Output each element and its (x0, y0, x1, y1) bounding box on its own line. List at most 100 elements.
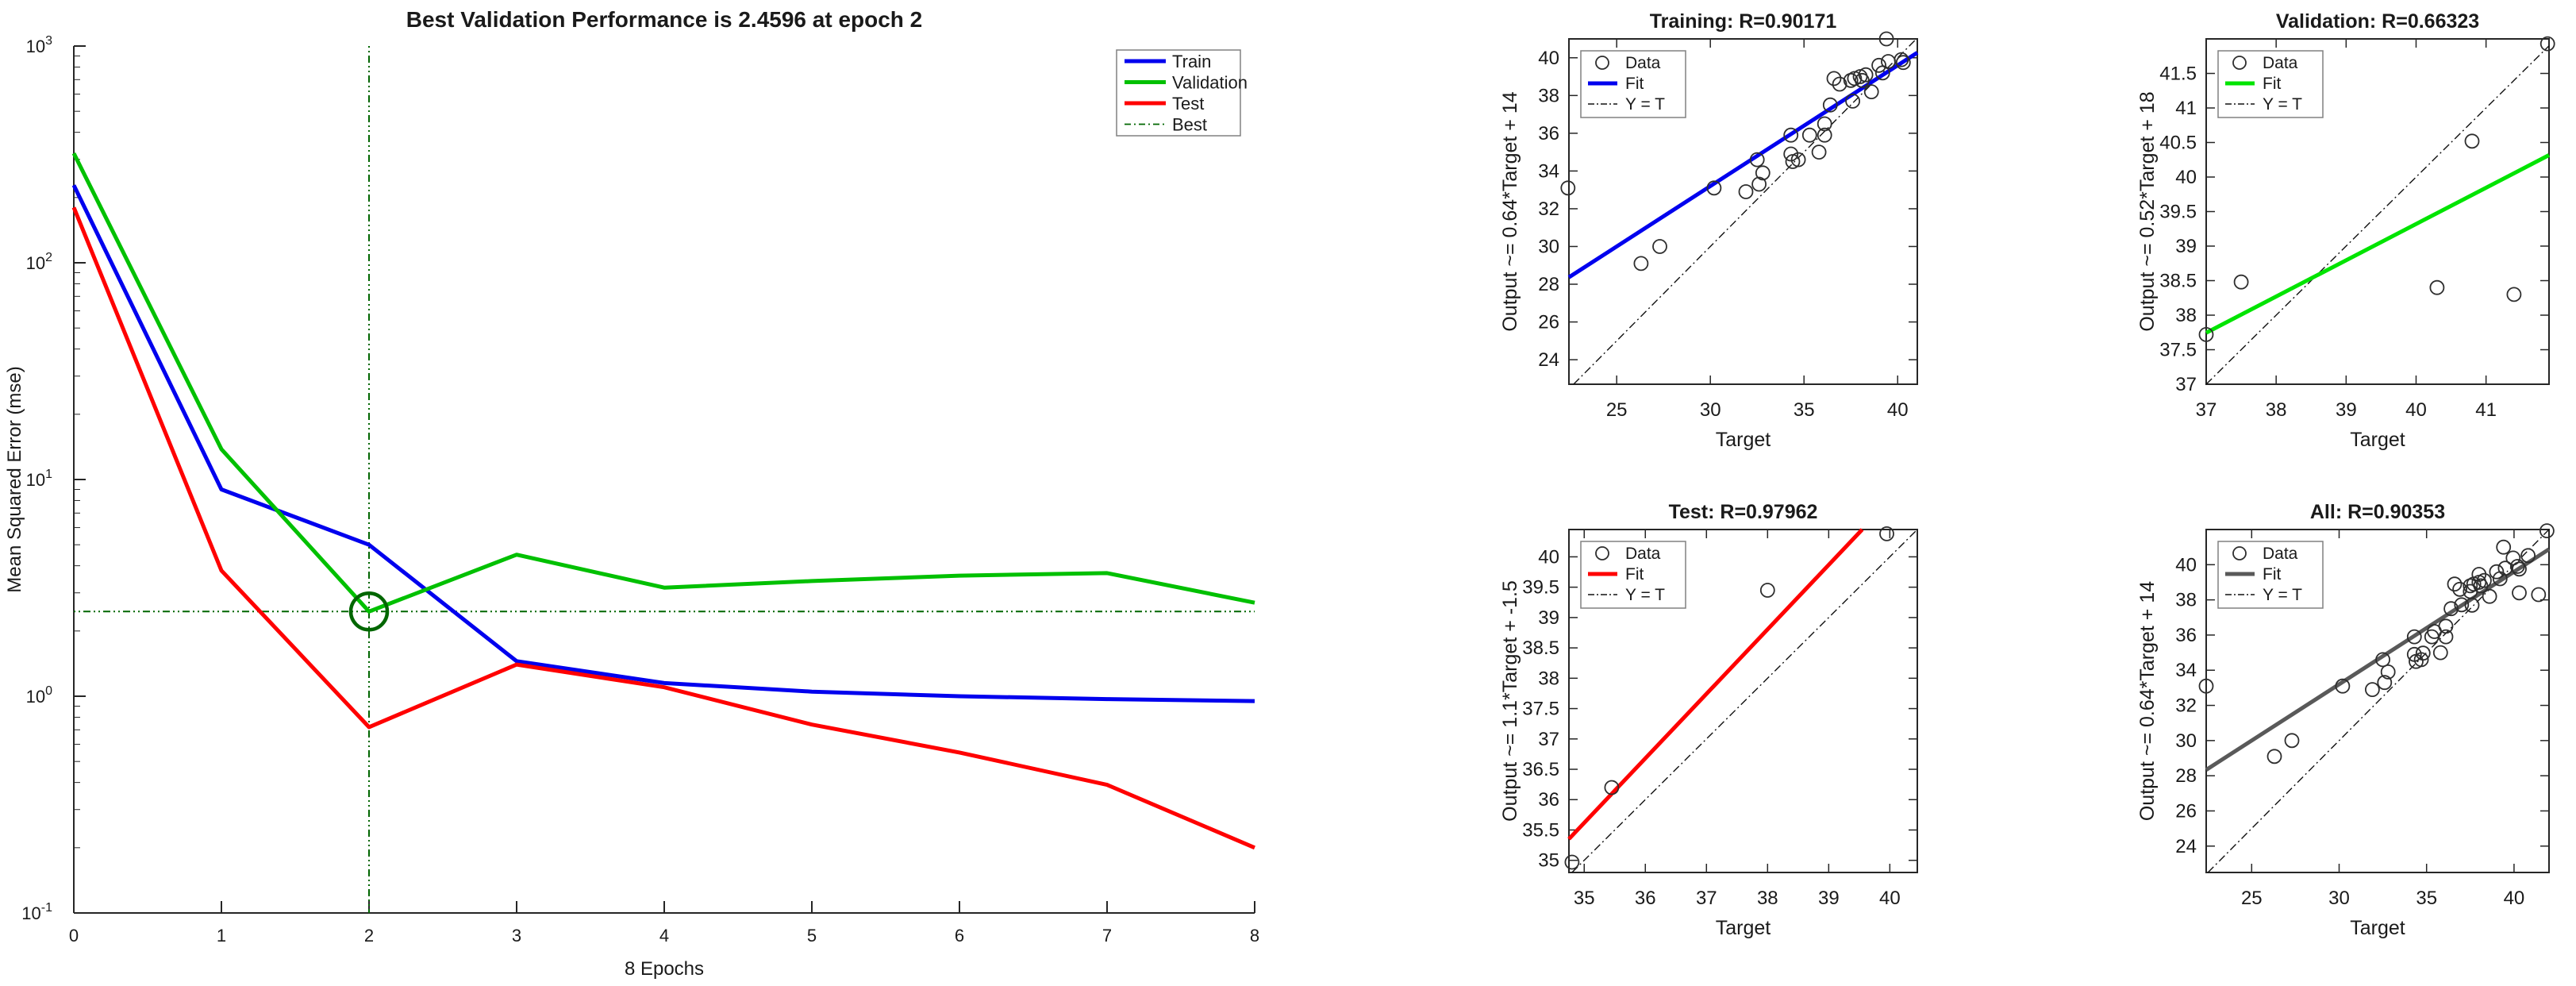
data-points (2198, 523, 2555, 765)
x-tick-label: 39 (2336, 399, 2357, 421)
fit-line (2205, 153, 2551, 335)
legend: Data Fit Y = T (2217, 541, 2324, 609)
legend-label: Best (1172, 115, 1207, 135)
x-tick-label: 4 (659, 926, 669, 946)
data-point (1783, 146, 1799, 162)
legend-box (1116, 49, 1241, 137)
data-point (2406, 629, 2422, 645)
y-tick-label: 103 (26, 34, 52, 56)
data-point (1738, 184, 1754, 199)
regression-figure: 25 30 35 40 24 26 28 30 32 34 36 38 40 Data Fit Y = T Tr… (1301, 0, 2576, 986)
identity-line (1571, 529, 1918, 873)
x-axis-label: Target (1716, 429, 1771, 451)
y-tick-label: 39.5 (2159, 202, 2197, 223)
legend-label: Y = T (1625, 95, 1665, 114)
data-point (1845, 94, 1860, 109)
legend-data-marker (2232, 546, 2247, 560)
data-point (2432, 645, 2448, 661)
legend-label: Data (2263, 545, 2298, 563)
data-point (1878, 31, 1894, 47)
y-tick-label: 10-1 (21, 901, 52, 923)
legend-label: Data (2263, 54, 2298, 72)
performance-chart: 103 102 101 100 10-1 0 1 2 3 4 5 6 7 8 Train Validation… (4, 7, 1259, 980)
legend-label: Y = T (1625, 586, 1665, 604)
axes: 103 102 101 100 10-1 0 1 2 3 4 5 6 7 8 (21, 34, 1259, 946)
data-point (2266, 749, 2282, 765)
data-point (1755, 165, 1771, 181)
data-point (2415, 645, 2431, 661)
y-tick-label: 37 (2175, 374, 2197, 395)
data-point (2375, 652, 2390, 668)
data-point (1560, 180, 1576, 196)
train-line (71, 184, 1255, 703)
y-tick-label: 26 (2175, 800, 2197, 822)
legend-label: Fit (1625, 75, 1644, 93)
y-tick-label: 28 (1538, 274, 1559, 295)
x-tick-label: 25 (1606, 399, 1628, 421)
data-point (1759, 583, 1775, 598)
x-axis-label: 8 Epochs (625, 958, 704, 980)
data-point (2335, 678, 2351, 694)
fit-line (1567, 51, 1919, 279)
identity-line (1573, 38, 1917, 385)
y-tick-label: 41.5 (2159, 64, 2197, 85)
data-point (1749, 152, 1765, 168)
data-point (2512, 585, 2527, 601)
plot-box (2205, 529, 2550, 873)
test-subplot: 35 36 37 38 39 40 35 35.5 36 36.5 37 37.5 38 38.5 39 39… (1499, 501, 1918, 939)
y-axis-label: Output ~= 1.1*Target + -1.5 (1499, 580, 1521, 822)
data-point (2520, 548, 2536, 564)
y-tick-label: 24 (2175, 836, 2197, 857)
legend-box (2217, 50, 2324, 118)
y-tick-label: 102 (26, 251, 52, 273)
data-points (1564, 526, 1894, 870)
data-point (1822, 97, 1838, 113)
y-tick-label: 40 (1538, 546, 1559, 568)
x-tick-label: 35 (1574, 888, 1595, 909)
data-point (2447, 576, 2463, 592)
legend-label: Test (1172, 94, 1204, 114)
data-points (2198, 36, 2555, 342)
data-point (2489, 564, 2505, 580)
x-axis-label: Target (1716, 917, 1771, 939)
data-point (1564, 854, 1580, 870)
y-tick-label: 37.5 (1522, 699, 1559, 720)
y-tick-label: 37.5 (2159, 340, 2197, 361)
legend-label: Train (1172, 52, 1211, 71)
all-subplot: 25 30 35 40 24 26 28 30 32 34 36 38 40 Data Fit Y = T Al… (2136, 501, 2555, 939)
x-tick-label: 2 (364, 926, 374, 946)
y-tick-label: 100 (26, 684, 52, 707)
data-point (2284, 733, 2300, 749)
y-tick-label: 35 (1538, 850, 1559, 872)
legend: Data Fit Y = T (1580, 541, 1686, 609)
y-tick-label: 39.5 (1522, 577, 1559, 599)
x-tick-label: 36 (1635, 888, 1656, 909)
best-point-marker (348, 591, 390, 632)
x-tick-label: 40 (2405, 399, 2427, 421)
y-tick-label: 38 (2175, 305, 2197, 326)
data-point (1871, 57, 1886, 73)
legend-data-marker (1595, 546, 1609, 560)
y-tick-label: 40 (2175, 167, 2197, 188)
data-point (1817, 127, 1832, 143)
y-tick-label: 38 (2175, 590, 2197, 611)
y-tick-label: 38 (1538, 85, 1559, 106)
y-tick-label: 38.5 (2159, 271, 2197, 292)
y-tick-label: 39 (1538, 607, 1559, 629)
data-point (1706, 180, 1722, 196)
data-point (2471, 567, 2487, 582)
data-point (1881, 54, 1896, 69)
legend-label: Data (1625, 545, 1661, 563)
subplot-title: Validation: R=0.66323 (2276, 10, 2479, 33)
y-tick-label: 101 (26, 468, 52, 490)
legend-label: Validation (1172, 73, 1248, 93)
x-tick-label: 40 (2504, 888, 2525, 909)
data-point (2429, 279, 2445, 295)
data-point (1895, 55, 1911, 71)
y-tick-label: 36 (1538, 789, 1559, 811)
legend-data-marker (1595, 56, 1609, 70)
y-tick-label: 38 (1538, 668, 1559, 689)
y-tick-label: 28 (2175, 765, 2197, 787)
identity-line (2205, 45, 2550, 385)
